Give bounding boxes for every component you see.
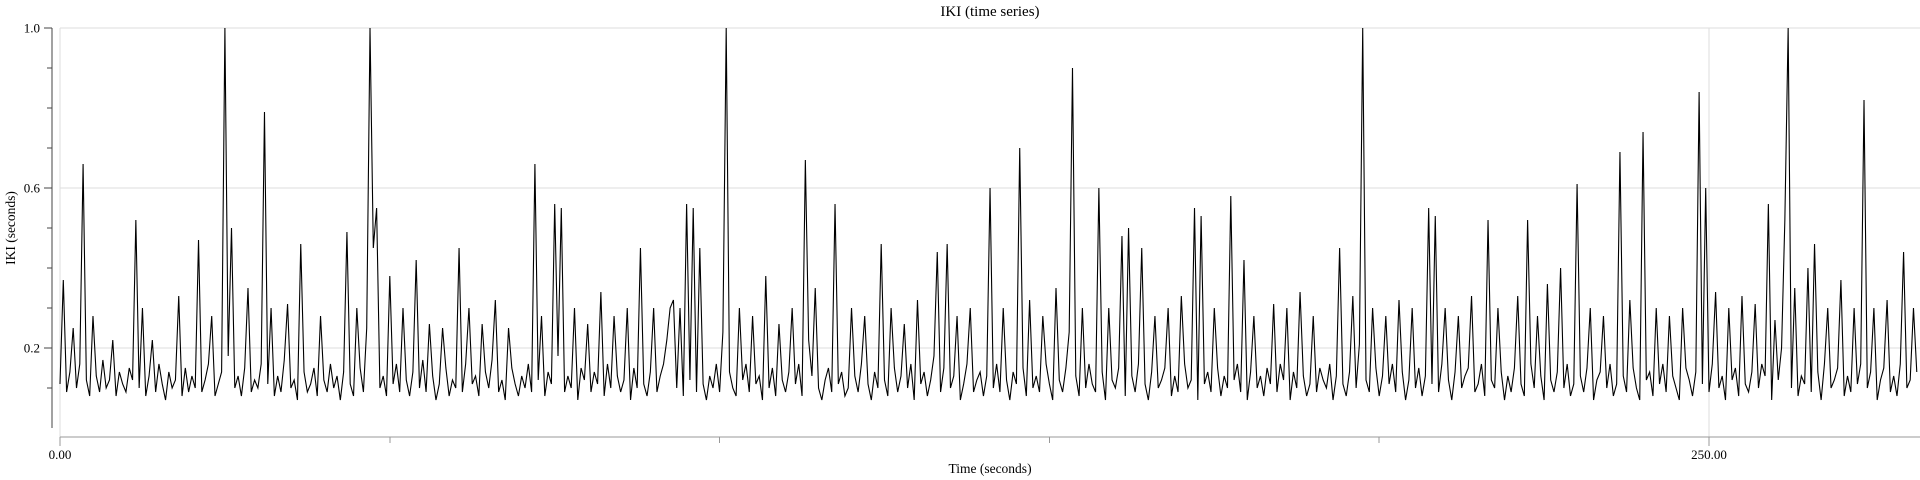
gridlines: [59, 27, 1920, 437]
x-tick-label: 0.00: [49, 447, 72, 462]
tick-labels: 1.0 0.6 0.2 0.00 250.00: [24, 21, 1727, 463]
axes: [44, 27, 1920, 446]
data-line: [59, 27, 1918, 401]
y-tick-label: 0.2: [24, 341, 40, 356]
y-tick-label: 1.0: [24, 21, 40, 36]
y-axis-label: IKI (seconds): [3, 191, 18, 265]
y-tick-label: 0.6: [24, 181, 41, 196]
x-axis-label: Time (seconds): [948, 461, 1031, 476]
x-tick-label: 250.00: [1691, 447, 1727, 462]
chart-title: IKI (time series): [940, 4, 1039, 20]
